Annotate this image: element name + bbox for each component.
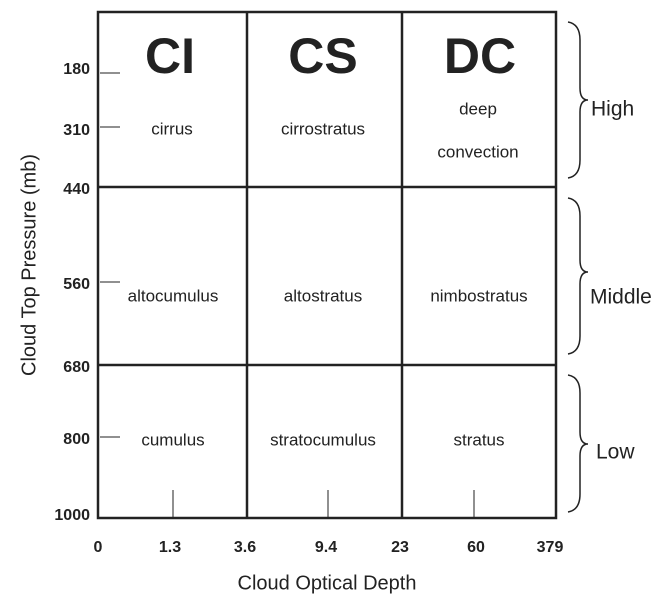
brace (567, 374, 589, 513)
y-tick-label: 560 (63, 276, 90, 293)
cell-name: stratocumulus (270, 430, 376, 449)
group-label: Middle (590, 286, 652, 309)
y-tick-label: 680 (63, 359, 90, 376)
x-tick-label: 1.3 (159, 539, 181, 556)
y-tick-label: 800 (63, 431, 90, 448)
cell-name: deep (459, 99, 497, 118)
x-tick-label: 23 (391, 539, 409, 556)
x-ticks: 0 1.3 3.6 9.4 23 60 379 (94, 539, 564, 556)
grid (96, 10, 589, 520)
cell-name: nimbostratus (430, 286, 527, 305)
cell-name: convection (437, 142, 518, 161)
groups: High Middle Low (590, 98, 652, 464)
x-tick-label: 379 (537, 539, 564, 556)
brace (567, 21, 589, 179)
group-label: High (591, 98, 634, 121)
cell-name: stratus (453, 430, 504, 449)
y-tick-label: 180 (63, 61, 90, 78)
cell-name: altostratus (284, 286, 362, 305)
x-tick-label: 0 (94, 539, 103, 556)
y-ticks: 180 310 440 560 680 800 1000 (54, 61, 90, 524)
x-tick-label: 9.4 (315, 539, 337, 556)
y-tick-label: 440 (63, 181, 90, 198)
group-label: Low (596, 441, 635, 464)
cell-abbr: CS (288, 28, 357, 84)
x-tick-label: 3.6 (234, 539, 256, 556)
cell-name: cirrus (151, 119, 193, 138)
cell-name: cumulus (141, 430, 204, 449)
cells: CI cirrus CS cirrostratus DC deep convec… (128, 28, 528, 449)
y-tick-label: 1000 (54, 507, 90, 524)
x-axis-label: Cloud Optical Depth (238, 572, 417, 594)
cell-abbr: DC (444, 28, 516, 84)
cell-name: cirrostratus (281, 119, 365, 138)
brace (567, 197, 589, 355)
cell-name: altocumulus (128, 286, 219, 305)
cell-abbr: CI (145, 28, 195, 84)
y-axis-label: Cloud Top Pressure (mb) (18, 154, 40, 376)
frame (96, 10, 558, 520)
x-tick-label: 60 (467, 539, 485, 556)
y-tick-label: 310 (63, 122, 90, 139)
